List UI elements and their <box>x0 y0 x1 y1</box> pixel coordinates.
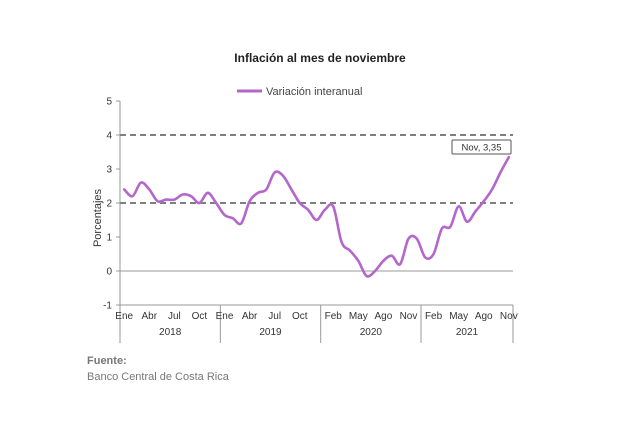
y-tick-label: 2 <box>106 199 112 210</box>
year-label: 2019 <box>259 327 282 338</box>
x-tick-label: Ago <box>475 311 493 322</box>
x-tick-label: Oct <box>192 311 208 322</box>
x-tick-label: Feb <box>325 311 343 322</box>
x-tick-label: May <box>449 311 468 322</box>
y-tick-label: 3 <box>106 165 112 176</box>
y-tick-label: 5 <box>106 97 112 108</box>
x-tick-label: Ago <box>374 311 392 322</box>
x-tick-label: Nov <box>500 311 518 322</box>
x-tick-label: Feb <box>425 311 443 322</box>
annotation-box <box>451 139 512 155</box>
source-title: Fuente: <box>87 355 127 367</box>
source-text: Banco Central de Costa Rica <box>87 371 229 383</box>
year-label: 2021 <box>456 327 479 338</box>
annotation: Nov, 3,35 <box>451 139 512 155</box>
reference-lines <box>120 134 513 204</box>
legend: Variación interanual <box>237 86 362 98</box>
y-tick-label: 1 <box>106 233 112 244</box>
y-tick-label: -1 <box>103 301 112 312</box>
year-label: 2018 <box>159 327 182 338</box>
x-tick-label: Ene <box>115 311 133 322</box>
x-tick-label: Jul <box>268 311 281 322</box>
x-tick-label: Ene <box>216 311 234 322</box>
x-tick-label: Abr <box>242 311 258 322</box>
x-ticks: Ene Abr Jul Oct Ene Abr Jul Oct Feb May Ago Nov Feb M… <box>115 311 517 322</box>
x-tick-label: Oct <box>292 311 308 322</box>
y-axis-label: Porcentajes <box>92 188 104 247</box>
series <box>122 155 511 278</box>
y-ticks: -1 0 1 2 3 4 5 <box>103 97 120 312</box>
y-tick-label: 0 <box>106 267 112 278</box>
plot-frame <box>119 101 514 343</box>
x-tick-label: Nov <box>400 311 418 322</box>
y-tick-label: 4 <box>106 131 112 142</box>
annotation-label: Nov, 3,35 <box>462 143 502 154</box>
chart-title: Inflación al mes de noviembre <box>234 51 406 65</box>
year-label: 2020 <box>360 327 383 338</box>
series-line <box>122 155 511 278</box>
x-tick-label: May <box>349 311 368 322</box>
x-tick-label: Jul <box>168 311 181 322</box>
x-tick-label: Abr <box>141 311 157 322</box>
legend-label: Variación interanual <box>266 86 362 98</box>
year-labels: 2018 2019 2020 2021 <box>159 327 479 338</box>
